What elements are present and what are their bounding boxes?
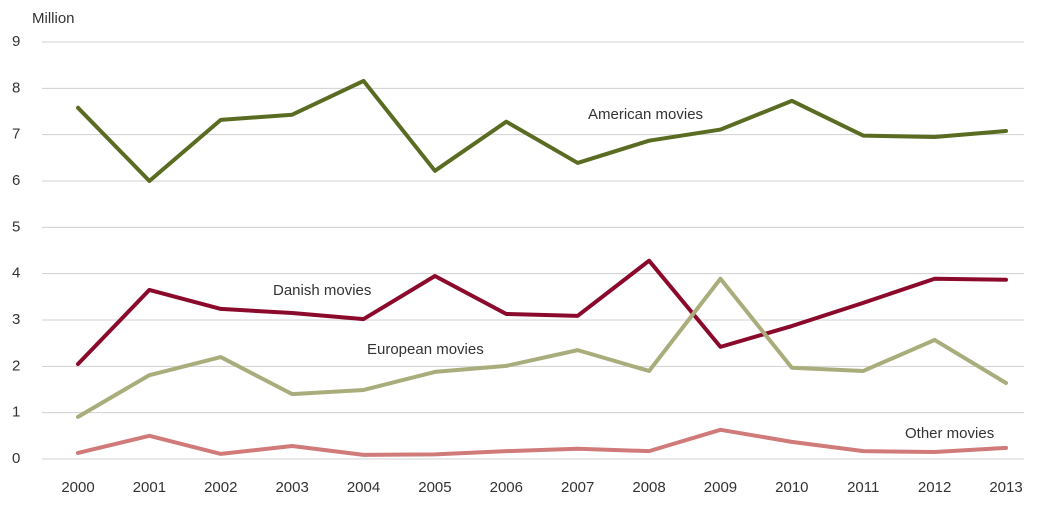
series-line: [76, 258, 1008, 367]
x-tick-label: 2002: [204, 479, 237, 496]
series-label: American movies: [588, 106, 703, 123]
x-tick-label: 2013: [989, 479, 1022, 496]
y-tick-label: 9: [12, 33, 20, 50]
series-line: [76, 276, 1008, 419]
x-tick-label: 2001: [133, 479, 166, 496]
y-tick-label: 4: [12, 265, 20, 282]
y-tick-label: 3: [12, 311, 20, 328]
y-tick-label: 7: [12, 126, 20, 143]
y-tick-label: 2: [12, 357, 20, 374]
x-tick-label: 2012: [918, 479, 951, 496]
y-tick-label: 5: [12, 218, 20, 235]
x-tick-label: 2009: [704, 479, 737, 496]
series-label: European movies: [367, 341, 484, 358]
y-tick-label: 8: [12, 79, 20, 96]
series-label: Danish movies: [273, 282, 371, 299]
x-tick-label: 2003: [275, 479, 308, 496]
y-tick-label: 0: [12, 450, 20, 467]
x-tick-label: 2011: [847, 479, 879, 496]
series-line: [76, 78, 1008, 183]
x-tick-label: 2007: [561, 479, 594, 496]
x-tick-label: 2000: [61, 479, 94, 496]
y-axis-label: Million: [32, 10, 75, 27]
x-tick-label: 2004: [347, 479, 380, 496]
x-tick-label: 2008: [632, 479, 665, 496]
x-tick-label: 2010: [775, 479, 808, 496]
y-tick-label: 6: [12, 172, 20, 189]
x-tick-label: 2005: [418, 479, 451, 496]
y-tick-label: 1: [12, 404, 20, 421]
x-tick-label: 2006: [490, 479, 523, 496]
series-line: [76, 427, 1008, 457]
series-label: Other movies: [905, 425, 994, 442]
